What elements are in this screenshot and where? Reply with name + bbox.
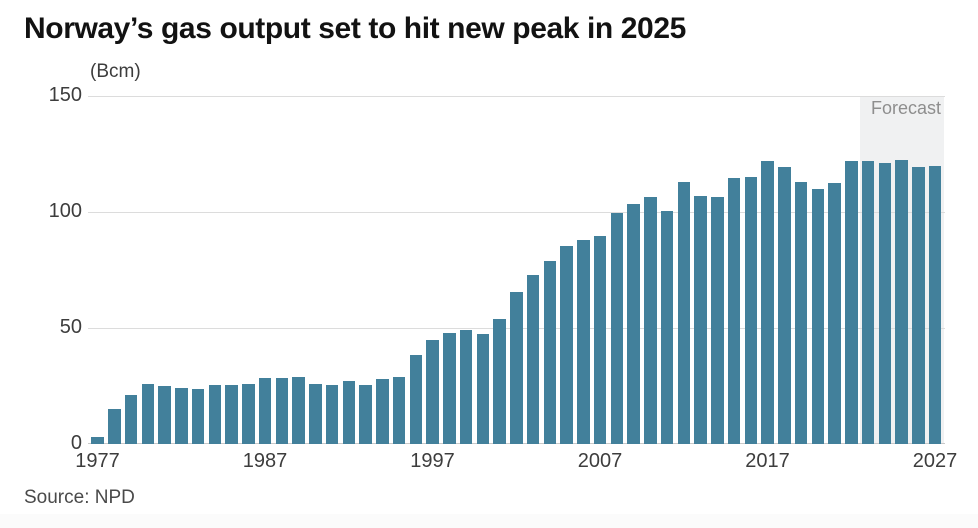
bar <box>409 354 422 444</box>
bar <box>778 166 791 444</box>
bar <box>309 383 322 444</box>
bar <box>526 274 540 444</box>
bar <box>258 377 272 444</box>
bar <box>91 437 104 444</box>
bar <box>141 383 154 444</box>
bar <box>175 388 188 444</box>
bar <box>325 384 339 444</box>
bar <box>459 330 473 444</box>
bar <box>644 196 657 444</box>
x-axis-tick-label: 2017 <box>745 450 790 472</box>
bar <box>510 292 523 444</box>
y-axis-tick-label: 100 <box>48 200 82 222</box>
bar <box>627 203 640 444</box>
bar <box>158 386 171 444</box>
bar <box>376 379 389 444</box>
bar <box>677 181 690 444</box>
bar <box>610 213 623 444</box>
bar <box>108 409 121 444</box>
bar <box>794 181 808 444</box>
bar <box>660 210 674 444</box>
bar <box>225 384 238 444</box>
bar <box>426 339 439 444</box>
gridline <box>88 96 945 97</box>
x-axis-tick-label: 2007 <box>577 450 623 472</box>
bar <box>560 245 573 444</box>
x-axis-tick-label: 2027 <box>912 450 958 472</box>
bar <box>359 384 372 444</box>
bar <box>845 160 858 444</box>
bar <box>443 332 456 444</box>
bar <box>392 376 406 444</box>
bar <box>694 195 707 444</box>
bar <box>124 395 138 444</box>
bar <box>493 318 506 444</box>
bar <box>577 239 590 444</box>
bar <box>727 178 741 444</box>
bar <box>761 160 774 444</box>
bar <box>861 160 875 444</box>
bar <box>878 163 891 444</box>
bar <box>292 376 305 444</box>
bar <box>543 260 556 444</box>
y-axis-tick-label: 150 <box>48 84 82 106</box>
bar <box>191 389 205 444</box>
bar <box>275 377 288 444</box>
bar <box>744 177 757 444</box>
bar <box>242 383 255 444</box>
gridline <box>88 212 945 213</box>
y-axis-tick-label: 50 <box>59 316 82 338</box>
y-axis-tick-label: 0 <box>70 432 82 454</box>
y-axis-unit-label: (Bcm) <box>90 61 141 82</box>
source-note: Source: NPD <box>24 487 135 508</box>
bar <box>912 166 925 444</box>
bar <box>593 236 607 444</box>
bar <box>895 159 908 444</box>
x-axis-tick-label: 1977 <box>75 450 120 472</box>
bar <box>928 165 942 444</box>
bar <box>208 384 221 444</box>
bar <box>342 381 355 444</box>
bar <box>811 188 824 444</box>
bar <box>711 196 724 444</box>
footer-strip <box>0 514 978 528</box>
x-axis-tick-label: 1997 <box>410 450 455 472</box>
bar <box>476 333 489 444</box>
x-axis-tick-label: 1987 <box>242 450 288 472</box>
bar <box>828 183 841 444</box>
plot-area: Forecast <box>88 96 945 444</box>
forecast-label: Forecast <box>870 98 941 118</box>
chart-title: Norway’s gas output set to hit new peak … <box>24 12 686 45</box>
